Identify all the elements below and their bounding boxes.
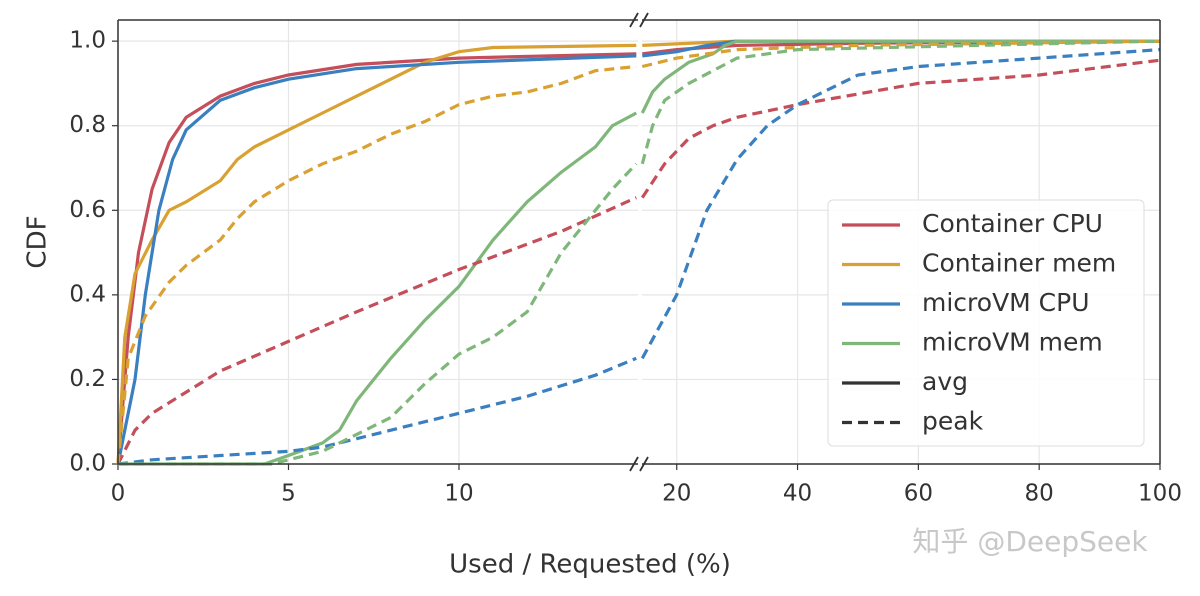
y-tick-label: 0.2: [69, 366, 106, 392]
y-axis-label: CDF: [23, 215, 53, 268]
y-tick-label: 0.6: [69, 197, 106, 223]
axis-break: [639, 12, 649, 28]
x-tick-label: 5: [281, 481, 296, 507]
y-tick-label: 0.8: [69, 112, 106, 138]
watermark: 知乎 @DeepSeek: [912, 525, 1148, 558]
legend-label: microVM CPU: [922, 288, 1090, 317]
legend-label: avg: [922, 367, 968, 396]
x-tick-label: 40: [783, 481, 812, 507]
series-line: [117, 48, 1161, 466]
x-axis-label: Used / Requested (%): [449, 550, 731, 580]
x-tick-label: 0: [111, 481, 126, 507]
x-tick-label: 60: [904, 481, 933, 507]
legend-label: microVM mem: [922, 328, 1103, 357]
series-line: [116, 39, 1161, 465]
legend-box: [827, 199, 1145, 447]
y-tick-label: 0.4: [69, 281, 106, 307]
x-tick-label: 100: [1138, 481, 1182, 507]
y-tick-label: 1.0: [69, 28, 106, 54]
axis-break: [639, 456, 649, 472]
series-line: [118, 39, 1161, 466]
legend-label: peak: [922, 407, 984, 436]
x-tick-label: 80: [1025, 481, 1054, 507]
axis-break: [629, 12, 639, 28]
y-tick-label: 0.0: [69, 451, 106, 477]
x-tick-label: 10: [444, 481, 473, 507]
x-tick-label: 20: [662, 481, 691, 507]
legend-label: Container mem: [922, 249, 1116, 278]
legend-label: Container CPU: [922, 209, 1103, 238]
series-line: [116, 58, 1161, 465]
axis-break: [629, 456, 639, 472]
